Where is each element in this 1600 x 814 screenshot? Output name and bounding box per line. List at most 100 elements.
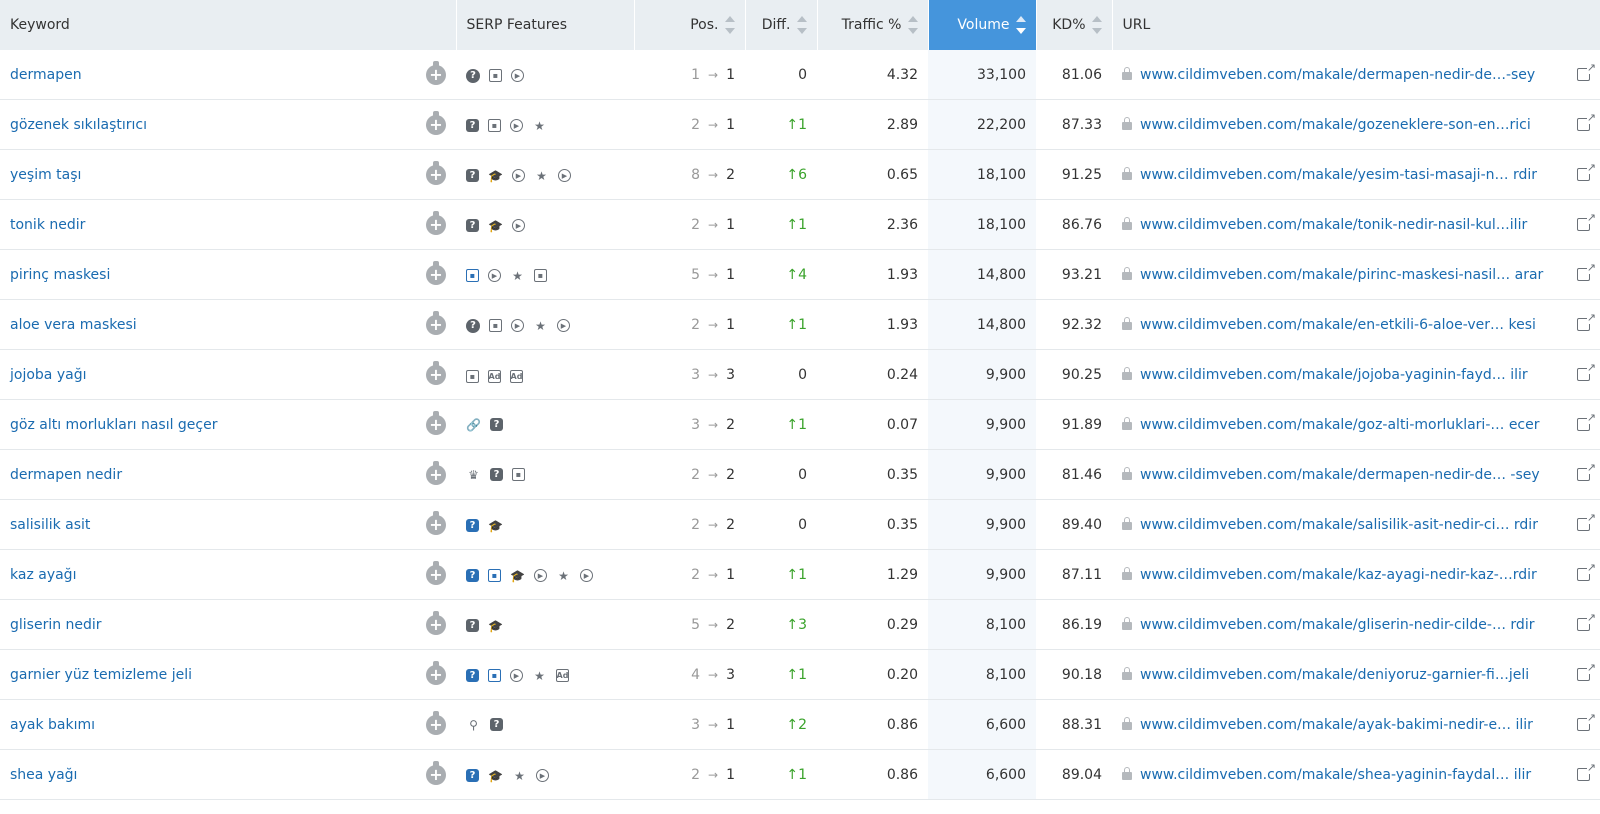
sort-icon[interactable]	[1091, 14, 1102, 36]
keyword-cell: gözenek sıkılaştırıcı +	[0, 99, 456, 150]
keyword-link[interactable]: salisilik asit	[10, 516, 91, 533]
review-icon: ★	[514, 768, 525, 783]
external-link-icon[interactable]	[1577, 412, 1596, 431]
url-link[interactable]: www.cildimveben.com/makale/tonik-nedir-n…	[1140, 216, 1528, 233]
url-link[interactable]: www.cildimveben.com/makale/ayak-bakimi-n…	[1140, 716, 1533, 733]
kd-value: 91.89	[1061, 416, 1102, 433]
external-link-icon[interactable]	[1577, 362, 1596, 381]
header-volume[interactable]: Volume	[928, 0, 1037, 50]
add-to-list-icon[interactable]: +	[426, 160, 446, 185]
header-pos[interactable]: Pos.	[634, 0, 746, 50]
url-link[interactable]: www.cildimveben.com/makale/salisilik-asi…	[1140, 516, 1538, 533]
diff-value: 0	[798, 366, 807, 383]
pos-cell: 2 → 1	[634, 299, 745, 350]
url-link[interactable]: www.cildimveben.com/makale/jojoba-yagini…	[1140, 366, 1528, 383]
url-link[interactable]: www.cildimveben.com/makale/dermapen-nedi…	[1140, 466, 1540, 483]
diff-value: 4	[798, 266, 807, 283]
add-to-list-icon[interactable]: +	[426, 210, 446, 235]
url-cell: www.cildimveben.com/makale/tonik-nedir-n…	[1112, 199, 1600, 250]
add-to-list-icon[interactable]: +	[426, 560, 446, 585]
add-to-list-icon[interactable]: +	[426, 310, 446, 335]
sort-icon[interactable]	[724, 14, 735, 36]
keyword-link[interactable]: kaz ayağı	[10, 566, 77, 583]
keyword-link[interactable]: göz altı morlukları nasıl geçer	[10, 416, 218, 433]
traffic-cell: 2.36	[817, 199, 928, 250]
traffic-value: 2.89	[886, 116, 918, 133]
external-link-icon[interactable]	[1577, 262, 1596, 281]
volume-value: 14,800	[977, 266, 1026, 283]
header-diff[interactable]: Diff.	[745, 0, 818, 50]
sort-icon[interactable]	[907, 14, 918, 36]
keyword-link[interactable]: tonik nedir	[10, 216, 86, 233]
external-link-icon[interactable]	[1577, 762, 1596, 781]
diff-cell: ↑1	[745, 749, 817, 800]
add-to-list-icon[interactable]: +	[426, 360, 446, 385]
keyword-link[interactable]: ayak bakımı	[10, 716, 95, 733]
lock-icon	[1122, 466, 1132, 480]
url-link[interactable]: www.cildimveben.com/makale/deniyoruz-gar…	[1140, 666, 1530, 683]
pos-cell: 3 → 2	[634, 399, 745, 450]
url-link[interactable]: www.cildimveben.com/makale/yesim-tasi-ma…	[1140, 166, 1537, 183]
current-position: 2	[726, 616, 735, 633]
external-link-icon[interactable]	[1577, 512, 1596, 531]
external-link-icon[interactable]	[1577, 312, 1596, 331]
url-link[interactable]: www.cildimveben.com/makale/dermapen-nedi…	[1140, 66, 1536, 83]
url-link[interactable]: www.cildimveben.com/makale/en-etkili-6-a…	[1140, 316, 1536, 333]
add-to-list-icon[interactable]: +	[426, 710, 446, 735]
faq-blue-icon: ?	[466, 669, 479, 682]
url-link[interactable]: www.cildimveben.com/makale/kaz-ayagi-ned…	[1140, 566, 1537, 583]
add-to-list-icon[interactable]: +	[426, 610, 446, 635]
header-kd[interactable]: KD%	[1036, 0, 1113, 50]
add-to-list-icon[interactable]: +	[426, 60, 446, 85]
external-link-icon[interactable]	[1577, 662, 1596, 681]
previous-position: 3	[691, 416, 701, 433]
traffic-value: 1.93	[886, 266, 918, 283]
external-link-icon[interactable]	[1577, 462, 1596, 481]
keyword-cell: dermapen +	[0, 50, 456, 100]
keyword-link[interactable]: garnier yüz temizleme jeli	[10, 666, 192, 683]
external-link-icon[interactable]	[1577, 612, 1596, 631]
url-link[interactable]: www.cildimveben.com/makale/gliserin-nedi…	[1140, 616, 1535, 633]
kd-cell: 87.33	[1036, 99, 1112, 150]
add-to-list-icon[interactable]: +	[426, 260, 446, 285]
keyword-link[interactable]: dermapen	[10, 66, 82, 83]
current-position: 2	[726, 516, 735, 533]
external-link-icon[interactable]	[1577, 562, 1596, 581]
keyword-cell: gliserin nedir +	[0, 599, 456, 650]
traffic-cell: 1.93	[817, 299, 928, 350]
add-to-list-icon[interactable]: +	[426, 110, 446, 135]
keyword-link[interactable]: dermapen nedir	[10, 466, 123, 483]
volume-cell: 14,800	[928, 299, 1036, 350]
external-link-icon[interactable]	[1577, 112, 1596, 131]
keyword-link[interactable]: pirinç maskesi	[10, 266, 111, 283]
keyword-link[interactable]: jojoba yağı	[10, 366, 87, 383]
url-link[interactable]: www.cildimveben.com/makale/shea-yaginin-…	[1140, 766, 1532, 783]
add-to-list-icon[interactable]: +	[426, 460, 446, 485]
add-to-list-icon[interactable]: +	[426, 660, 446, 685]
url-link[interactable]: www.cildimveben.com/makale/gozeneklere-s…	[1140, 116, 1531, 133]
external-link-icon[interactable]	[1577, 712, 1596, 731]
pos-cell: 5 → 2	[634, 599, 745, 650]
header-keyword[interactable]: Keyword	[0, 0, 457, 50]
external-link-icon[interactable]	[1577, 62, 1596, 81]
keyword-link[interactable]: gözenek sıkılaştırıcı	[10, 116, 148, 133]
arrow-right-icon: →	[708, 467, 719, 482]
url-link[interactable]: www.cildimveben.com/makale/goz-alti-morl…	[1140, 416, 1540, 433]
external-link-icon[interactable]	[1577, 212, 1596, 231]
add-to-list-icon[interactable]: +	[426, 510, 446, 535]
keyword-link[interactable]: aloe vera maskesi	[10, 316, 137, 333]
kd-cell: 90.18	[1036, 649, 1112, 700]
header-traffic[interactable]: Traffic %	[817, 0, 929, 50]
keyword-link[interactable]: yeşim taşı	[10, 166, 82, 183]
volume-value: 8,100	[985, 666, 1026, 683]
url-link[interactable]: www.cildimveben.com/makale/pirinc-maskes…	[1140, 266, 1544, 283]
add-to-list-icon[interactable]: +	[426, 410, 446, 435]
previous-position: 5	[691, 266, 701, 283]
keyword-link[interactable]: gliserin nedir	[10, 616, 102, 633]
add-to-list-icon[interactable]: +	[426, 760, 446, 785]
sort-icon[interactable]	[1015, 14, 1026, 36]
sort-icon[interactable]	[796, 14, 807, 36]
keyword-link[interactable]: shea yağı	[10, 766, 78, 783]
volume-cell: 18,100	[928, 149, 1036, 200]
external-link-icon[interactable]	[1577, 162, 1596, 181]
